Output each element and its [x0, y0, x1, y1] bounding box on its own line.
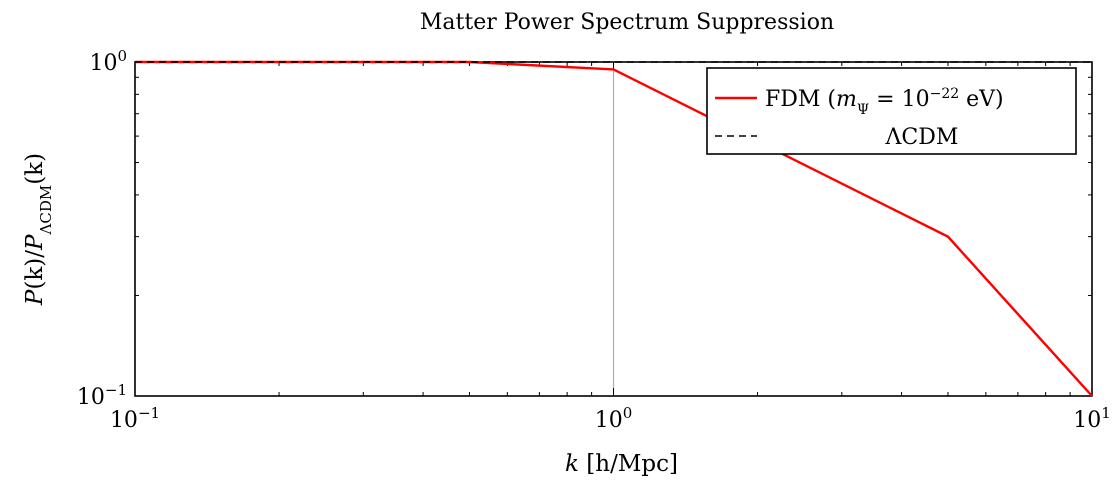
legend-prefix: FDM ( — [765, 87, 836, 112]
tick-base: 10 — [89, 51, 117, 76]
legend-mass-subscript: Ψ — [857, 102, 869, 118]
tick-exponent: −1 — [138, 404, 160, 422]
y-tick-label: 100 — [89, 47, 127, 76]
y-tick-label: 10−1 — [77, 381, 127, 410]
y-label-arg: (k) — [22, 258, 48, 290]
y-axis-label: P(k)/PΛCDM(k) — [22, 153, 55, 306]
x-axis-label-var: k — [565, 451, 579, 477]
x-axis-label: k [h/Mpc] — [565, 451, 678, 477]
tick-exponent: 0 — [623, 404, 633, 422]
legend-label-0: FDM (mΨ = 10−22 eV) — [765, 86, 1004, 118]
x-tick-label: 100 — [595, 404, 633, 433]
tick-exponent: 0 — [117, 47, 127, 65]
y-label-slash: / — [22, 250, 48, 258]
chart-title: Matter Power Spectrum Suppression — [420, 10, 834, 35]
y-label-p2: P — [22, 234, 48, 251]
x-tick-label: 10−1 — [110, 404, 160, 433]
x-tick-label: 101 — [1073, 404, 1111, 433]
legend-label-1: ΛCDM — [885, 125, 959, 150]
legend-suffix: eV) — [959, 87, 1003, 112]
legend-equals: = 10 — [869, 87, 929, 112]
y-label-p: P — [22, 289, 48, 306]
tick-base: 10 — [110, 408, 138, 433]
tick-base: 10 — [595, 408, 623, 433]
tick-exponent: 1 — [1101, 404, 1111, 422]
tick-base: 10 — [77, 385, 105, 410]
legend-box — [706, 67, 1077, 155]
legend-exponent: −22 — [930, 86, 960, 102]
y-label-sub: ΛCDM — [37, 185, 55, 236]
x-axis-label-unit: [h/Mpc] — [579, 451, 678, 477]
legend-mass-symbol: m — [836, 87, 857, 112]
tick-base: 10 — [1073, 408, 1101, 433]
tick-exponent: −1 — [105, 381, 127, 399]
y-label-arg2: (k) — [22, 153, 48, 185]
legend-text: ΛCDM — [885, 125, 959, 150]
